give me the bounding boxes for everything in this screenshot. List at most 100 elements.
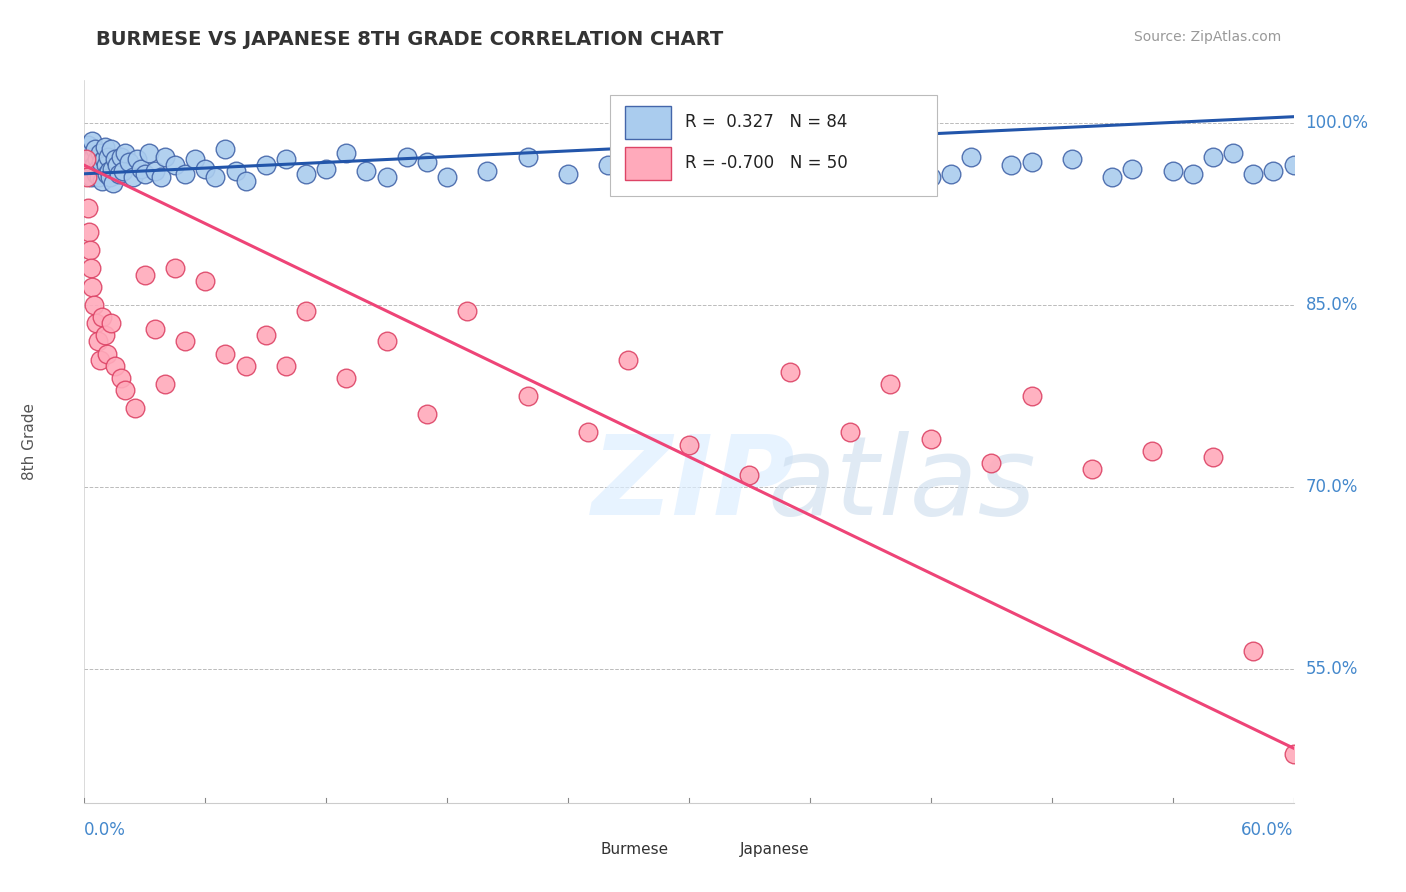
Point bbox=[118, 154, 141, 169]
Text: 8th Grade: 8th Grade bbox=[22, 403, 38, 480]
Point bbox=[194, 274, 217, 288]
Text: atlas: atlas bbox=[768, 432, 1036, 539]
Bar bbox=[624, 147, 671, 180]
Point bbox=[91, 310, 114, 324]
Point bbox=[295, 304, 318, 318]
Point bbox=[87, 334, 110, 349]
Point bbox=[121, 170, 143, 185]
Text: 85.0%: 85.0% bbox=[1306, 296, 1358, 314]
Point bbox=[274, 152, 297, 166]
Point bbox=[1241, 644, 1264, 658]
Bar bbox=[562, 838, 589, 862]
Point bbox=[93, 152, 115, 166]
Point bbox=[617, 352, 640, 367]
Point bbox=[104, 359, 127, 373]
Point bbox=[920, 432, 942, 446]
Point bbox=[153, 376, 176, 391]
Point bbox=[77, 201, 100, 215]
Point bbox=[295, 167, 318, 181]
Point bbox=[149, 170, 172, 185]
Point bbox=[335, 371, 357, 385]
Point bbox=[416, 407, 439, 421]
Point bbox=[82, 150, 104, 164]
Point bbox=[86, 152, 108, 166]
Text: R = -0.700   N = 50: R = -0.700 N = 50 bbox=[685, 154, 848, 172]
Point bbox=[134, 268, 156, 282]
Point bbox=[1282, 747, 1305, 762]
Point bbox=[1021, 389, 1043, 403]
Text: R =  0.327   N = 84: R = 0.327 N = 84 bbox=[685, 113, 848, 131]
Point bbox=[960, 150, 983, 164]
Point bbox=[97, 164, 120, 178]
Point bbox=[90, 154, 112, 169]
Point bbox=[356, 164, 378, 178]
Point bbox=[598, 158, 620, 172]
Point bbox=[82, 134, 104, 148]
Point bbox=[143, 322, 166, 336]
Point bbox=[335, 146, 357, 161]
Point bbox=[225, 164, 247, 178]
Point bbox=[104, 152, 127, 166]
Point bbox=[75, 146, 97, 161]
Point bbox=[89, 352, 111, 367]
Point bbox=[100, 143, 122, 157]
Point bbox=[1142, 443, 1164, 458]
Point bbox=[107, 167, 129, 181]
Bar bbox=[702, 838, 728, 862]
Point bbox=[375, 334, 398, 349]
Point bbox=[1202, 150, 1225, 164]
Point bbox=[134, 167, 156, 181]
Point bbox=[93, 328, 115, 343]
Point bbox=[111, 164, 134, 178]
Point bbox=[93, 140, 115, 154]
Text: 100.0%: 100.0% bbox=[1306, 114, 1368, 132]
Point bbox=[79, 244, 101, 258]
Point bbox=[274, 359, 297, 373]
Point bbox=[82, 279, 104, 293]
Point bbox=[375, 170, 398, 185]
Point bbox=[194, 161, 217, 176]
Point bbox=[153, 150, 176, 164]
Point bbox=[436, 170, 458, 185]
Point bbox=[315, 161, 337, 176]
Point bbox=[105, 158, 128, 172]
Point bbox=[1202, 450, 1225, 464]
Point bbox=[98, 170, 121, 185]
Point bbox=[1021, 154, 1043, 169]
Point bbox=[79, 152, 101, 166]
Text: Burmese: Burmese bbox=[600, 842, 669, 857]
Point bbox=[738, 170, 761, 185]
Point bbox=[84, 143, 107, 157]
Point bbox=[76, 170, 98, 185]
Point bbox=[576, 425, 599, 440]
Point bbox=[637, 152, 659, 166]
Point bbox=[477, 164, 499, 178]
Point bbox=[204, 170, 226, 185]
Text: BURMESE VS JAPANESE 8TH GRADE CORRELATION CHART: BURMESE VS JAPANESE 8TH GRADE CORRELATIO… bbox=[97, 29, 724, 49]
Point bbox=[738, 467, 761, 482]
Point bbox=[456, 304, 478, 318]
Point bbox=[557, 167, 579, 181]
Point bbox=[100, 316, 122, 330]
Point bbox=[980, 456, 1002, 470]
Point bbox=[96, 150, 118, 164]
Point bbox=[1161, 164, 1184, 178]
Point bbox=[110, 150, 132, 164]
Point bbox=[101, 177, 124, 191]
Point bbox=[138, 146, 160, 161]
Point bbox=[235, 359, 257, 373]
Point bbox=[799, 143, 821, 157]
Point bbox=[1081, 462, 1104, 476]
Point bbox=[879, 376, 901, 391]
Point bbox=[174, 167, 197, 181]
Point bbox=[839, 425, 862, 440]
Text: ZIP: ZIP bbox=[592, 432, 796, 539]
Point bbox=[235, 174, 257, 188]
Point bbox=[110, 371, 132, 385]
Point bbox=[75, 152, 97, 166]
Point bbox=[87, 161, 110, 176]
Point bbox=[1241, 167, 1264, 181]
Bar bbox=[624, 105, 671, 139]
Point bbox=[1181, 167, 1204, 181]
Point bbox=[114, 146, 136, 161]
